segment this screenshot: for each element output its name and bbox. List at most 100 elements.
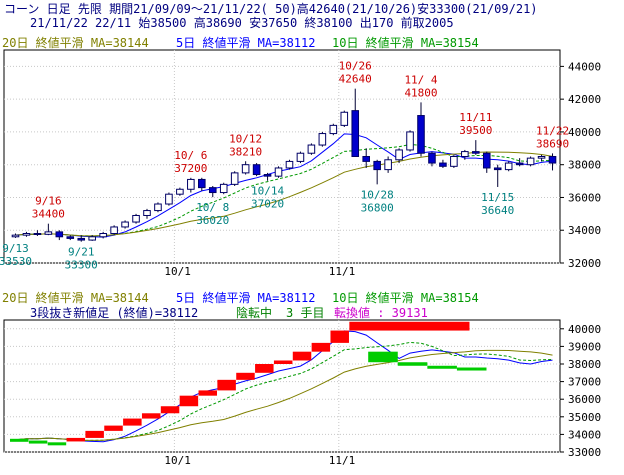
- upper-x-tick-label: 10/1: [164, 265, 191, 278]
- lower-info-value: 3段抜き新値足 (終値)=38112: [30, 305, 198, 320]
- candle-up: [44, 231, 53, 235]
- annotation-date: 10/26: [339, 60, 372, 73]
- brick-up: [141, 413, 161, 419]
- candle-down: [252, 164, 261, 176]
- annotation-date: 10/ 8: [196, 201, 229, 214]
- candle-up: [537, 156, 546, 159]
- candle-down: [493, 167, 502, 171]
- brick-up: [311, 342, 331, 352]
- lower-legend-ma20: 20日 終値平滑 MA=38144: [2, 290, 149, 305]
- brick-down: [10, 438, 29, 442]
- annotation-date: 9/13: [2, 242, 29, 255]
- brick-up: [179, 395, 199, 407]
- legend-ma20: 20日 終値平滑 MA=38144: [2, 35, 149, 50]
- candle-down: [417, 115, 425, 154]
- brick-up: [160, 406, 180, 414]
- lower-info-reversal: 転換値 : 39131: [334, 305, 428, 320]
- lower-ma20-line: [15, 349, 553, 441]
- lower-x-tick-label: 10/1: [164, 454, 191, 467]
- candle-up: [11, 234, 20, 238]
- candle-down: [472, 151, 480, 154]
- upper-panel-frame: [3, 49, 561, 264]
- candle-up: [154, 203, 162, 212]
- candle-down: [33, 233, 42, 236]
- candle-up: [110, 226, 118, 235]
- brick-up: [330, 330, 349, 343]
- lower-y-tick-label: 38000: [568, 358, 601, 371]
- candle-up: [461, 151, 469, 157]
- lower-y-tick-label: 40000: [568, 323, 601, 336]
- candle-up: [274, 167, 283, 177]
- header-bg: [0, 0, 624, 17]
- candle-up: [230, 172, 239, 185]
- upper-y-tick-label: 34000: [568, 224, 601, 237]
- candle-up: [450, 156, 458, 167]
- candle-down: [263, 174, 272, 177]
- brick-up: [217, 379, 236, 391]
- candle-up: [99, 233, 107, 238]
- upper-y-tick-label: 32000: [568, 257, 601, 270]
- candle-up: [384, 159, 392, 171]
- candle-down: [515, 162, 524, 166]
- lower-y-tick-label: 39000: [568, 340, 601, 353]
- candle-down: [208, 187, 217, 194]
- candle-up: [187, 178, 195, 190]
- candle-down: [351, 110, 360, 157]
- candle-up: [219, 183, 228, 194]
- lower-x-axis: 10/1 11/1: [164, 454, 355, 467]
- annotation-price: 36020: [196, 214, 229, 227]
- brick-down: [397, 362, 428, 366]
- candle-up: [88, 236, 96, 241]
- candle-down: [198, 178, 206, 189]
- candle-down: [482, 152, 491, 169]
- brick-down: [28, 440, 48, 444]
- candle-down: [548, 156, 557, 164]
- annotation-price: 39500: [459, 124, 492, 137]
- upper-y-tick-label: 44000: [568, 60, 601, 73]
- candle-up: [340, 111, 349, 126]
- candle-down: [66, 236, 75, 239]
- lower-y-tick-label: 33000: [568, 446, 601, 459]
- brick-up: [66, 437, 86, 442]
- lower-y-tick-label: 37000: [568, 376, 601, 389]
- brick-up: [104, 425, 123, 431]
- candle-up: [165, 193, 173, 205]
- candle-down: [362, 156, 370, 162]
- annotation-date: 9/21: [68, 246, 95, 259]
- header-title: コーン 日足 先限 期間21/09/09～21/11/22( 50)高42640…: [4, 1, 538, 16]
- annotation-price: 36800: [361, 201, 394, 214]
- brick-up: [292, 351, 312, 361]
- annotation-price: 38210: [229, 145, 262, 158]
- annotation-date: 11/22: [536, 124, 569, 137]
- candle-up: [504, 162, 513, 171]
- annotation-price: 37020: [251, 198, 284, 211]
- candle-up: [307, 144, 316, 154]
- annotation-date: 10/ 6: [174, 149, 207, 162]
- lower-y-tick-label: 34000: [568, 428, 601, 441]
- annotation-date: 10/14: [251, 185, 284, 198]
- candle-down: [439, 162, 447, 167]
- lower-panel-frame: [3, 319, 561, 453]
- candle-down: [373, 160, 381, 171]
- upper-y-tick-label: 38000: [568, 159, 601, 172]
- lower-moving-averages: [15, 330, 553, 443]
- brick-up: [349, 321, 470, 331]
- candle-up: [406, 131, 414, 151]
- candle-up: [329, 124, 338, 135]
- upper-y-tick-label: 40000: [568, 126, 601, 139]
- header-quote: 21/11/22 22/11 始38500 高38690 安37650 終381…: [30, 15, 454, 30]
- lower-info-state: 陰転中: [236, 305, 272, 320]
- annotation-price: 33300: [65, 259, 98, 272]
- upper-grid: [4, 50, 560, 264]
- annotation-price: 33530: [0, 255, 32, 268]
- lower-bricks: [10, 321, 487, 446]
- lower-ma10-line: [15, 341, 553, 441]
- annotation-price: 42640: [339, 73, 372, 86]
- candle-up: [395, 149, 403, 161]
- annotation-price: 41800: [404, 86, 437, 99]
- brick-up: [198, 390, 218, 396]
- lower-ma5-line: [15, 330, 553, 443]
